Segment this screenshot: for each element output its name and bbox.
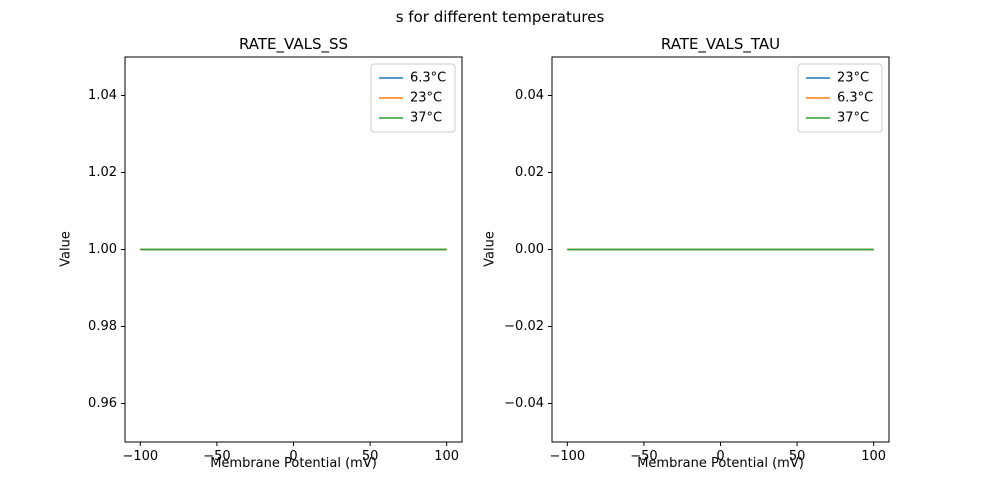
- y-tick-label: 0.00: [515, 242, 544, 257]
- x-tick-label: 0: [289, 449, 297, 464]
- x-tick-label: 50: [789, 449, 806, 464]
- figure-suptitle: s for different temperatures: [395, 8, 605, 26]
- legend-label: 6.3°C: [837, 91, 873, 106]
- y-tick-label: 0.98: [88, 319, 117, 334]
- subplot-ss-title: RATE_VALS_SS: [238, 35, 349, 53]
- x-tick-label: 100: [434, 449, 459, 464]
- legend-label: 37°C: [837, 111, 869, 126]
- legend-label: 6.3°C: [410, 71, 446, 86]
- y-tick-label: 1.04: [88, 88, 117, 103]
- subplot-tau-ylabel: Value: [482, 231, 498, 267]
- x-tick-label: −50: [203, 449, 230, 464]
- x-tick-label: 0: [716, 449, 724, 464]
- subplot-tau-xlabel: Membrane Potential (mV): [637, 456, 804, 471]
- y-tick-label: 1.00: [88, 242, 117, 257]
- legend-box: [370, 63, 456, 133]
- x-tick-label: −100: [122, 449, 158, 464]
- subplot-ss-xlabel: Membrane Potential (mV): [210, 456, 377, 471]
- x-tick-label: 100: [861, 449, 886, 464]
- x-tick-label: −50: [630, 449, 657, 464]
- y-tick-label: 0.02: [515, 165, 544, 180]
- y-tick-label: −0.02: [504, 319, 544, 334]
- y-tick-label: 1.02: [88, 165, 117, 180]
- subplot-ss-ylabel: Value: [58, 231, 74, 267]
- legend-box: [797, 63, 883, 133]
- legend-label: 37°C: [410, 111, 442, 126]
- legend-label: 23°C: [410, 91, 442, 106]
- x-tick-label: 50: [362, 449, 379, 464]
- y-tick-label: 0.04: [515, 88, 544, 103]
- x-tick-label: −100: [549, 449, 585, 464]
- y-tick-label: −0.04: [504, 396, 544, 411]
- subplot-ss: −100 −50 0 50 100 0.96 0.98 1.00 1.02 1.04 6.3°C 23…: [88, 56, 463, 464]
- subplot-tau: −100 −50 0 50 100 −0.04 −0.02 0.00 0.02 0.04 23°C 6…: [504, 56, 890, 464]
- y-tick-label: 0.96: [88, 396, 117, 411]
- legend-label: 23°C: [837, 71, 869, 86]
- subplot-tau-title: RATE_VALS_TAU: [660, 35, 781, 53]
